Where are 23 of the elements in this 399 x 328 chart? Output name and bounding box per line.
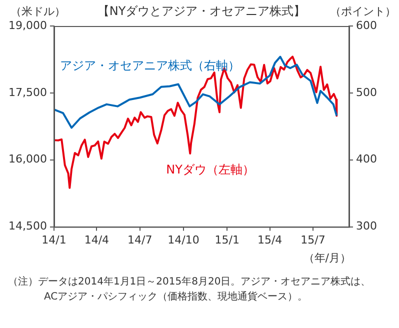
y2-tick-label: 400 <box>356 152 377 166</box>
y-axis-title: （米ドル） <box>10 4 66 18</box>
y2-tick-label: 600 <box>356 18 377 32</box>
y-tick-label: 14,500 <box>8 220 47 233</box>
x-axis-title: （年/月） <box>303 252 351 265</box>
x-tick-label: 14/7 <box>127 233 152 246</box>
y-tick-label: 16,000 <box>8 152 47 166</box>
text: ACアジア・パシフィック（価格指数、現地通貨ベース）。 <box>44 290 308 302</box>
series-label: アジア・オセアニア株式（右軸） <box>60 58 240 72</box>
x-tick-label: 14/10 <box>168 233 200 246</box>
y-tick-label: 17,500 <box>8 86 47 99</box>
series-label: NYダウ（左軸） <box>166 162 254 177</box>
x-tick-label: 14/1 <box>42 233 66 246</box>
y2-axis-title: （ポイント） <box>330 4 396 18</box>
x-tick-label: 15/7 <box>300 233 326 246</box>
y2-tick-label: 300 <box>356 220 377 233</box>
y-tick-label: 19,000 <box>8 18 47 32</box>
text: （注）データは2014年1月1日～2015年8月20日。アジア・オセアニア株式は、 <box>8 275 371 288</box>
x-tick-label: 15/1 <box>214 233 240 246</box>
y2-tick-label: 500 <box>356 86 377 99</box>
x-tick-label: 15/4 <box>257 233 282 246</box>
x-tick-label: 14/4 <box>84 233 110 246</box>
chart-title: 【NYダウとアジア・オセアニア株式】 <box>97 4 306 18</box>
